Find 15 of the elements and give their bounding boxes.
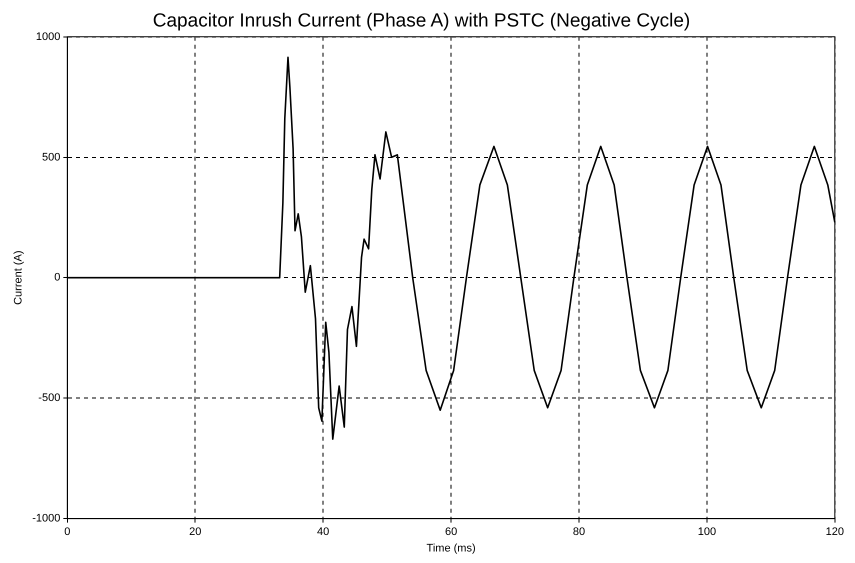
- y-tick-label: -500: [38, 392, 60, 404]
- x-tick-label: 120: [826, 526, 844, 538]
- x-tick-label: 100: [698, 526, 716, 538]
- y-tick-label: 1000: [36, 30, 60, 43]
- x-tick-label: 80: [572, 526, 586, 538]
- chart-title: Capacitor Inrush Current (Phase A) with PSTC (Negative Cycle): [152, 10, 690, 32]
- y-tick-label: 500: [42, 151, 60, 164]
- y-tick-label: -1000: [32, 512, 60, 525]
- x-tick-label: 20: [189, 526, 202, 538]
- y-axis-title: Current (A): [12, 250, 25, 305]
- x-tick-label: 40: [317, 526, 330, 538]
- x-tick-label: 60: [444, 526, 458, 538]
- x-tick-label: 0: [64, 526, 70, 538]
- y-tick-label: 0: [54, 272, 60, 284]
- x-axis-title: Time (ms): [426, 542, 476, 554]
